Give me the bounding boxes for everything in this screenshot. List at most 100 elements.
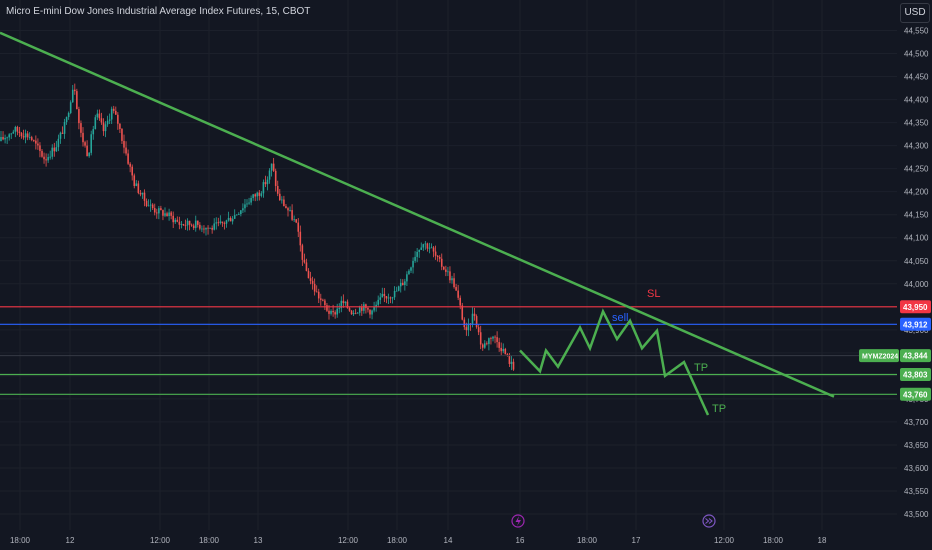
candle-body [467,323,470,331]
candle-body [287,208,289,211]
candle-body [459,297,461,306]
time-tick-label: 12:00 [338,536,359,545]
price-tick-label: 44,550 [904,27,929,36]
price-tag [900,387,931,401]
candle-body [233,215,236,219]
candle-body [297,222,300,232]
candle-body [164,213,166,216]
candle-body [45,159,47,161]
price-tick-label: 44,350 [904,119,929,128]
candle-body [24,133,27,138]
candle-body [295,219,297,223]
candle-body [194,220,197,229]
time-axis[interactable] [0,530,897,550]
candle-body [28,137,31,139]
candle-body [502,348,505,352]
candle-body [71,89,74,103]
price-tick-label: 44,000 [904,280,929,289]
candle-body [363,304,365,311]
candle-body [285,206,287,209]
candle-body [453,278,455,288]
candle-body [127,153,129,164]
price-tag [900,317,931,331]
candle-body [449,271,451,281]
candle-body [389,297,392,299]
candle-body [393,290,396,298]
candle-body [184,225,187,227]
symbol-tag-text: MYMZ2024 [862,354,898,361]
candle-body [123,140,125,148]
time-tick-label: 12 [66,536,75,545]
time-tick-label: 13 [254,536,263,545]
candle-body [244,204,246,209]
candle-body [324,300,326,306]
candle-body [8,134,10,138]
candle-body [326,305,328,311]
candle-body [65,117,68,123]
candle-body [250,197,252,203]
candle-body [129,163,131,167]
candle-body [174,219,177,223]
candle-body [252,194,254,198]
sell-label: sell [612,312,629,324]
candle-body [320,298,322,300]
candle-body [190,224,193,226]
annotation-group: SL sell TP TP [612,288,726,415]
candle-body [158,208,160,214]
trendline[interactable] [0,31,835,398]
candle-body [369,309,371,315]
projection-path[interactable] [519,308,710,416]
price-axis[interactable] [897,0,932,550]
candle-body [436,255,439,258]
trendline-group[interactable] [0,31,835,398]
tp-label-2: TP [712,403,726,415]
currency-button[interactable]: USD [900,3,930,23]
event-markers[interactable] [511,514,716,528]
price-tag [900,367,931,381]
candle-body [178,221,181,225]
candle-body [35,140,37,144]
candle-body [262,182,265,194]
candle-body [115,110,117,115]
projection-group[interactable] [519,308,710,416]
lightning-icon[interactable] [511,514,525,528]
candle-body [397,286,400,291]
candle-body [149,204,152,206]
candle-body [256,192,259,197]
candle-body [211,227,213,230]
chart-title: Micro E-mini Dow Jones Industrial Averag… [6,6,311,17]
time-tick-label: 14 [444,536,453,545]
candle-body [367,307,369,310]
candle-body [143,192,146,201]
candle-body [457,290,459,298]
candle-body [451,278,453,281]
forward-icon[interactable] [702,514,716,528]
candle-body [477,327,480,333]
candle-body [342,300,345,304]
candle-body [383,293,386,297]
price-tick-label: 44,400 [904,96,929,105]
candle-body [74,89,76,92]
candle-body [408,270,410,275]
price-tag-text: 43,950 [903,303,928,312]
candle-body [14,126,17,132]
candle-body [92,129,95,135]
candle-body [338,308,341,309]
price-tick-label: 43,650 [904,441,929,450]
candle-body [248,202,250,204]
candle-body [266,179,269,185]
candle-body [281,199,283,201]
candle-body [375,304,377,308]
candle-body [156,212,158,214]
candle-body [498,342,500,348]
candle-body [18,131,21,134]
candle-body [317,291,320,299]
time-tick-label: 12:00 [714,536,735,545]
candle-body [227,217,230,221]
candle-body [151,204,154,209]
price-tag-text: 43,760 [903,390,928,399]
candle-body [98,113,101,119]
candle-body [221,221,224,224]
candle-body [303,259,306,263]
